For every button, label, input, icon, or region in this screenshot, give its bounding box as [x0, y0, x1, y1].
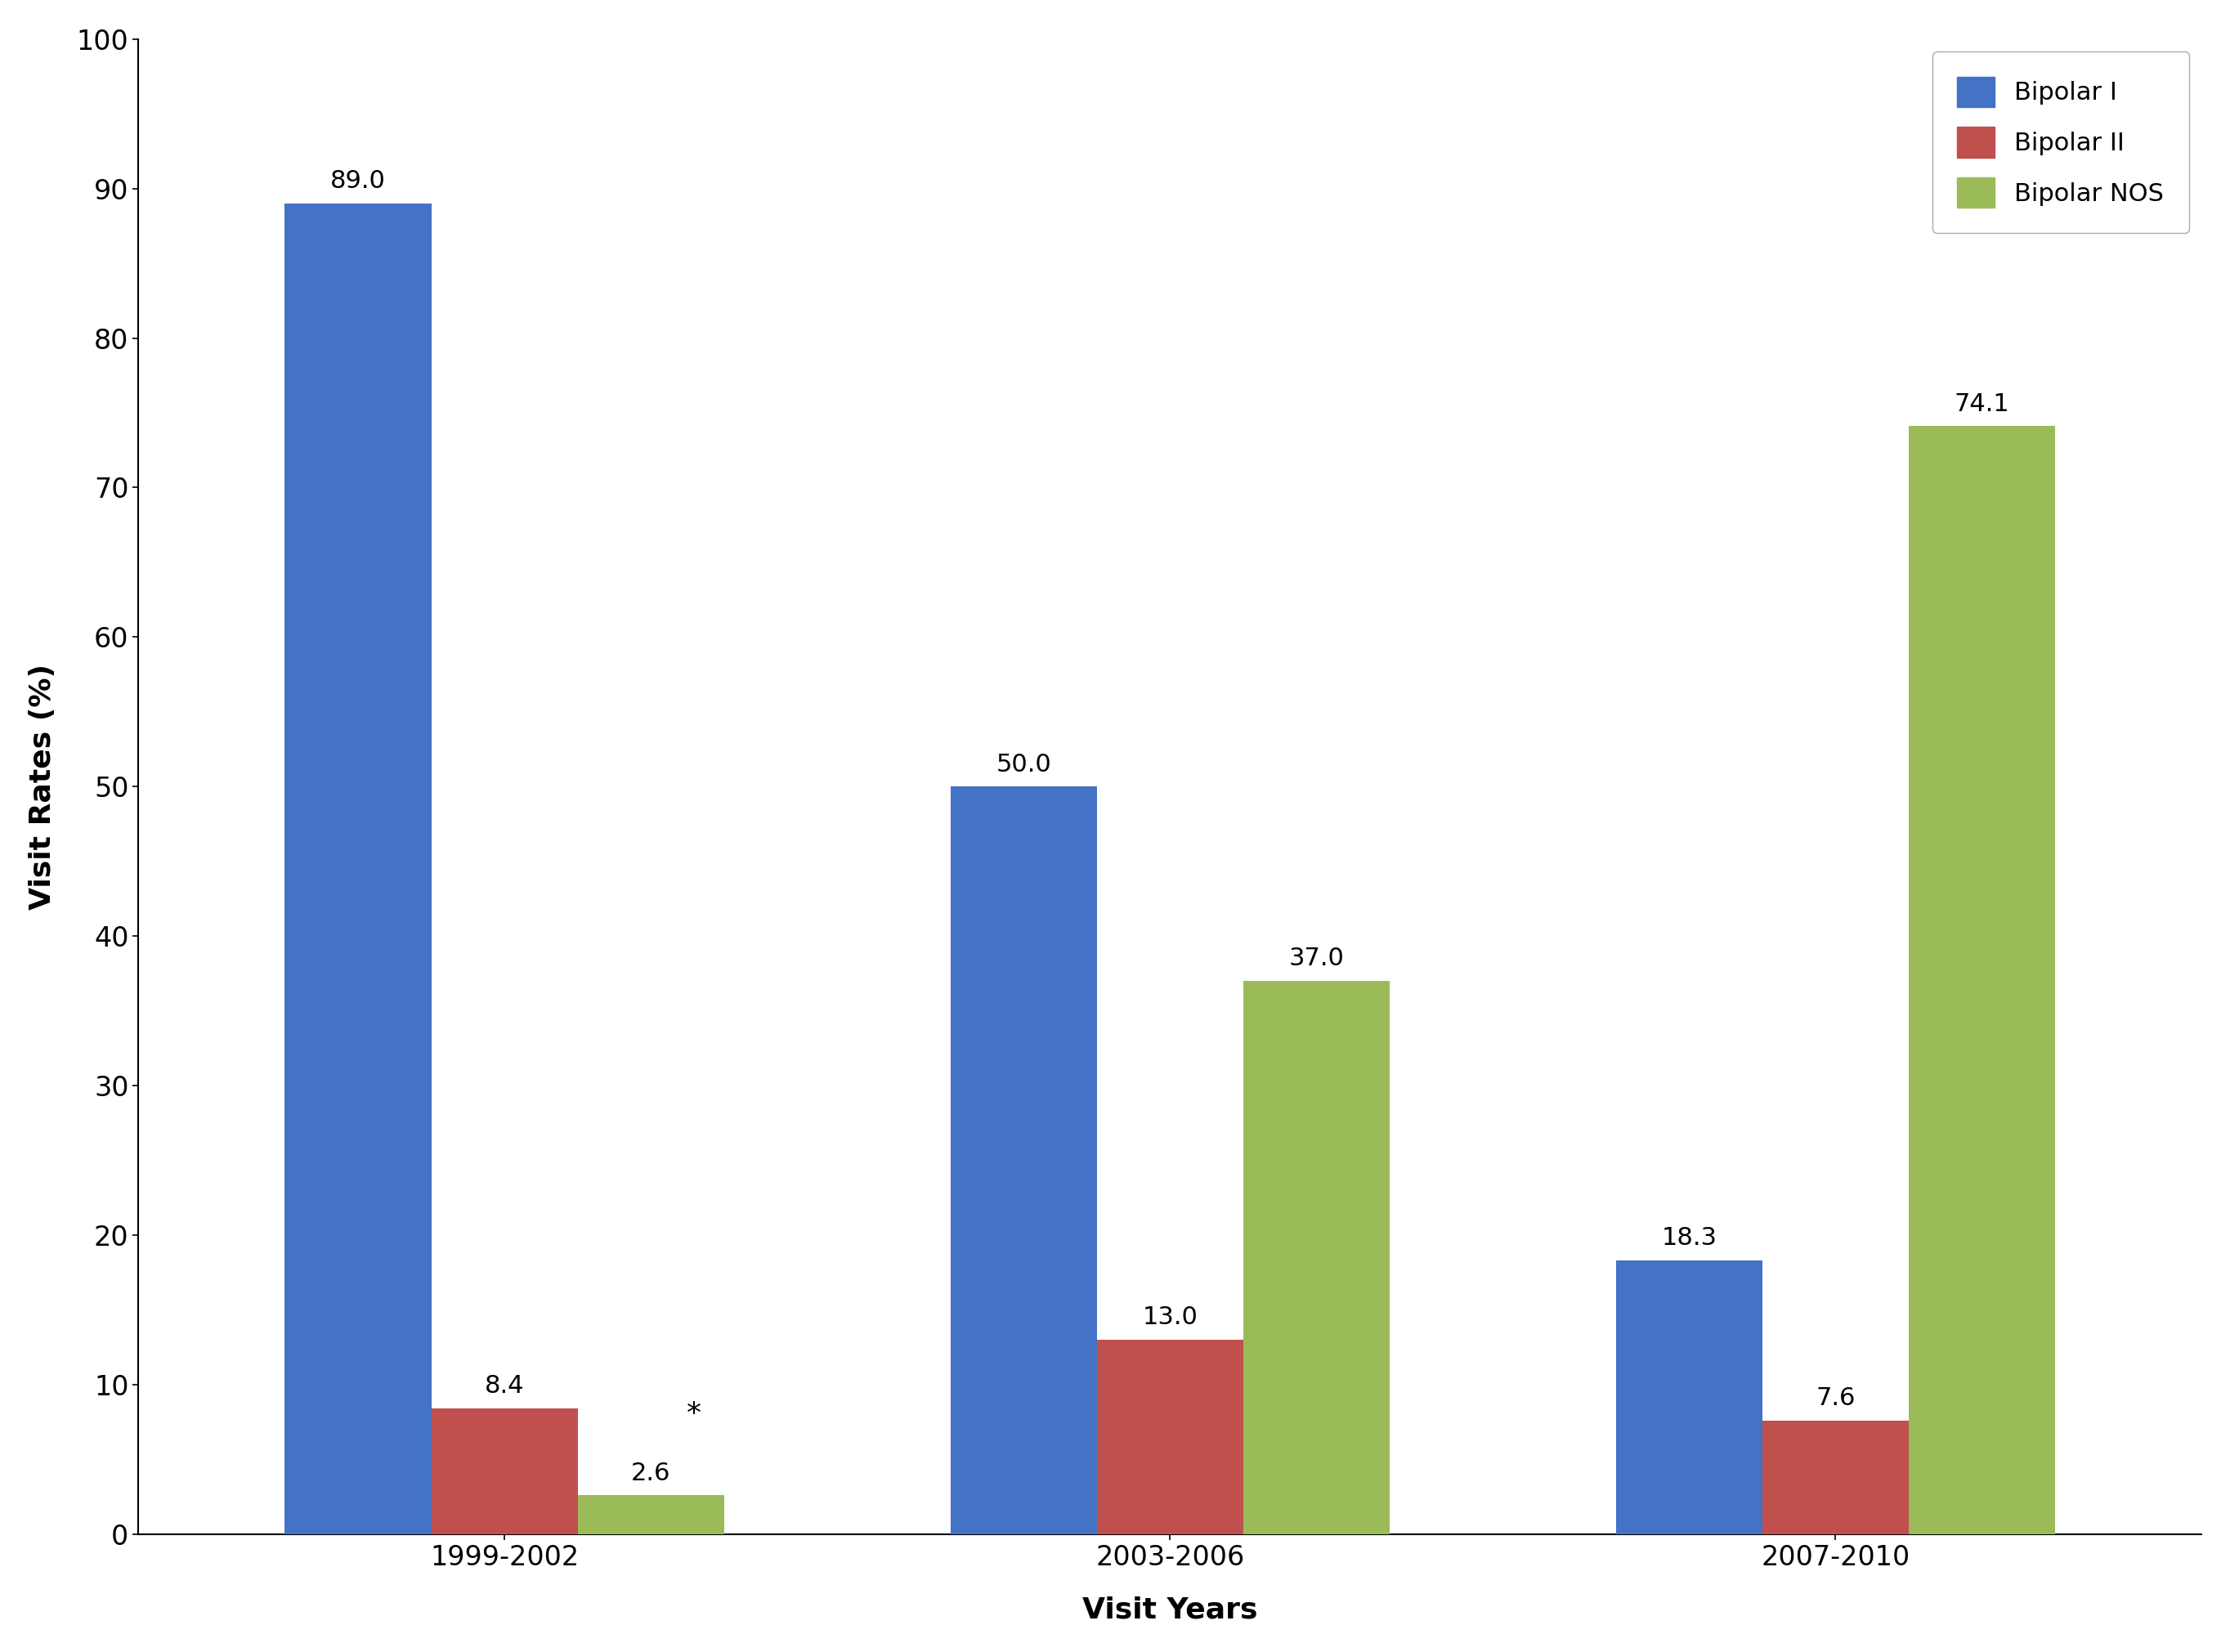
Text: 74.1: 74.1: [1953, 392, 2009, 416]
Bar: [1242, 981, 1389, 1535]
Legend: Bipolar I, Bipolar II, Bipolar NOS: Bipolar I, Bipolar II, Bipolar NOS: [1931, 51, 2190, 233]
Text: 7.6: 7.6: [1815, 1386, 1855, 1411]
Bar: [430, 1409, 578, 1535]
Text: 89.0: 89.0: [330, 169, 386, 193]
Bar: [1097, 1340, 1242, 1535]
Text: 2.6: 2.6: [631, 1460, 671, 1485]
Text: *: *: [687, 1401, 702, 1427]
Bar: [950, 786, 1097, 1535]
Bar: [1762, 1421, 1909, 1535]
Bar: [285, 203, 430, 1535]
Text: 50.0: 50.0: [997, 752, 1050, 776]
Bar: [1909, 426, 2056, 1535]
X-axis label: Visit Years: Visit Years: [1082, 1596, 1258, 1624]
Bar: [578, 1495, 725, 1535]
Text: 8.4: 8.4: [484, 1374, 524, 1398]
Text: 18.3: 18.3: [1661, 1226, 1717, 1251]
Y-axis label: Visit Rates (%): Visit Rates (%): [29, 664, 56, 910]
Text: 37.0: 37.0: [1289, 947, 1345, 970]
Text: 13.0: 13.0: [1142, 1305, 1198, 1330]
Bar: [1617, 1260, 1762, 1535]
